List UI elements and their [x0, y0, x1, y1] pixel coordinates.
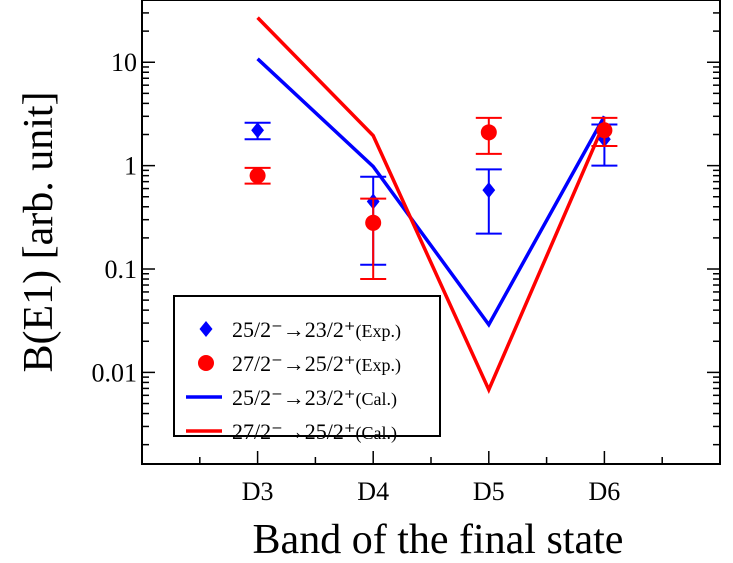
- x-tick-label: D4: [357, 477, 389, 506]
- x-tick-label: D5: [473, 477, 505, 506]
- data-point-diamond: [251, 122, 264, 139]
- legend-label-suffix: (Cal.): [355, 423, 396, 444]
- legend: 25/2⁻→23/2⁺(Exp.)27/2⁻→25/2⁺(Exp.)25/2⁻→…: [173, 295, 441, 444]
- legend-symbol-diamond: [199, 321, 213, 337]
- data-point-circle: [480, 124, 497, 141]
- x-tick-label: D6: [589, 477, 621, 506]
- x-tick-label: D3: [242, 477, 274, 506]
- data-point-circle: [596, 122, 613, 139]
- axis-ticks: 10 1 0.1 0.01 D3 D4 D5 D6: [92, 0, 720, 506]
- y-tick-label: 0.1: [105, 255, 138, 284]
- legend-label: 27/2⁻→25/2⁺(Cal.): [232, 419, 397, 444]
- legend-label-suffix: (Exp.): [355, 321, 400, 342]
- series-layer: [244, 16, 618, 395]
- legend-label: 27/2⁻→25/2⁺(Exp.): [232, 351, 401, 376]
- legend-box: [173, 295, 441, 437]
- y-axis-title: B(E1) [arb. unit]: [16, 91, 62, 372]
- legend-label-suffix: (Cal.): [355, 389, 396, 410]
- legend-label-main: 27/2⁻→25/2⁺: [232, 351, 355, 376]
- data-point-diamond: [482, 182, 496, 199]
- x-axis-title: Band of the final state: [253, 517, 624, 563]
- legend-label: 25/2⁻→23/2⁺(Exp.): [232, 317, 401, 342]
- data-point-circle: [365, 214, 382, 231]
- y-tick-label: 10: [111, 48, 137, 77]
- y-tick-label: 0.01: [92, 358, 138, 387]
- y-tick-label: 1: [124, 152, 137, 181]
- legend-label-main: 25/2⁻→23/2⁺: [232, 317, 355, 342]
- data-point-circle: [249, 167, 266, 184]
- legend-label-suffix: (Exp.): [355, 355, 400, 376]
- legend-label-main: 25/2⁻→23/2⁺: [232, 385, 355, 410]
- legend-label-main: 27/2⁻→25/2⁺: [232, 419, 355, 444]
- series-line: [256, 16, 607, 395]
- legend-label: 25/2⁻→23/2⁺(Cal.): [232, 385, 397, 410]
- series-line: [256, 57, 606, 328]
- legend-symbol-circle: [198, 355, 214, 371]
